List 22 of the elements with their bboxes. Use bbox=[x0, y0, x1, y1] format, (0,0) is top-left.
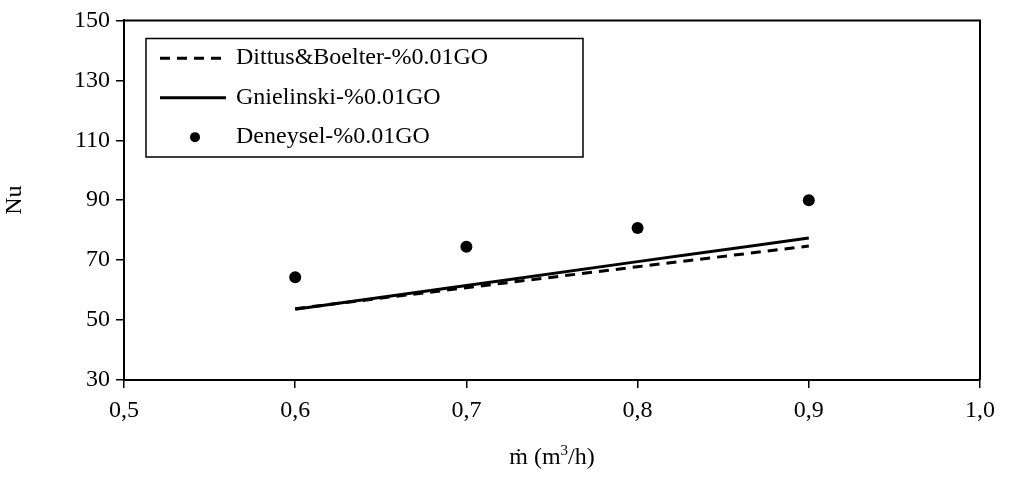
point bbox=[289, 271, 302, 284]
y-tick-label: 150 bbox=[74, 5, 110, 32]
y-tick-label: 50 bbox=[86, 305, 110, 332]
legend-label: Deneysel-%0.01GO bbox=[236, 122, 430, 149]
x-axis-title: ṁ (m$^{3}$/h) bbox=[508, 442, 596, 470]
y-tick-label: 90 bbox=[86, 185, 110, 212]
point bbox=[631, 222, 644, 235]
x-tick-label: 0,7 bbox=[451, 395, 482, 422]
point bbox=[460, 240, 473, 253]
y-tick-label: 30 bbox=[86, 365, 110, 392]
x-tick-label: 1,0 bbox=[965, 395, 995, 422]
x-tick-label: 0,9 bbox=[793, 395, 824, 422]
x-tick-label: 0,8 bbox=[622, 395, 653, 422]
legend-label: Dittus&Boelter-%0.01GO bbox=[236, 43, 489, 70]
y-tick-label: 130 bbox=[74, 65, 110, 92]
point bbox=[802, 194, 815, 207]
y-axis-title: Nu bbox=[0, 185, 26, 215]
x-tick-label: 0,5 bbox=[109, 395, 139, 422]
x-tick-label: 0,6 bbox=[280, 395, 311, 422]
y-tick-label: 110 bbox=[74, 125, 110, 152]
legend-label: Gnielinski-%0.01GO bbox=[236, 82, 441, 109]
y-tick-label: 70 bbox=[86, 245, 110, 272]
